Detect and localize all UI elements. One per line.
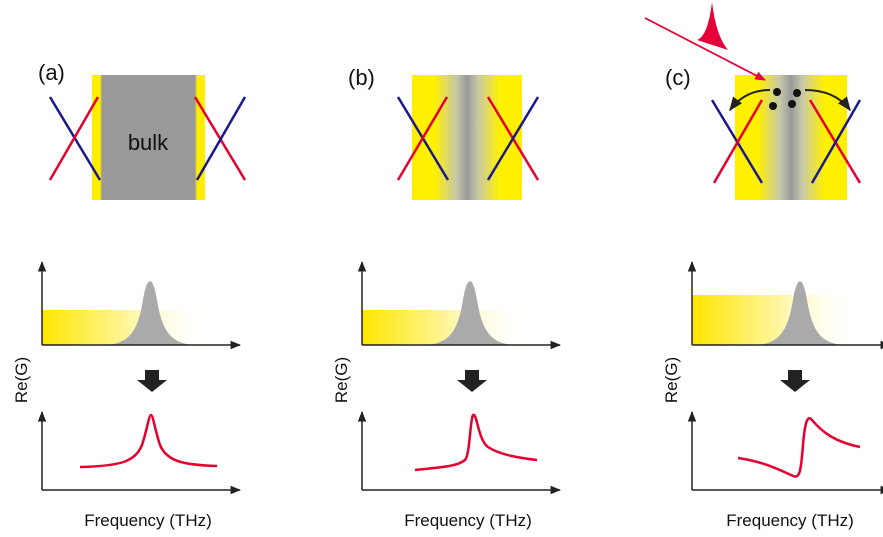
drude <box>692 295 860 345</box>
x-axis-label: Frequency (THz) <box>84 511 212 530</box>
x-axis-label: Frequency (THz) <box>726 511 854 530</box>
slab <box>412 75 522 200</box>
pump-arrow <box>645 18 765 80</box>
response <box>80 415 217 467</box>
y-axis-label: Re(G) <box>332 357 351 403</box>
y-axis-label: Re(G) <box>662 357 681 403</box>
down-arrow <box>137 370 167 392</box>
down-arrow <box>780 370 810 392</box>
carrier <box>788 100 796 108</box>
panel-label: (b) <box>348 65 375 90</box>
x-axis-label: Frequency (THz) <box>404 511 532 530</box>
panel-c-top <box>645 2 860 200</box>
y-axis-label: Re(G) <box>12 357 31 403</box>
figure: (a) bulk (b) (c) <box>0 0 883 537</box>
response <box>738 418 860 476</box>
carrier <box>769 102 777 110</box>
pulse <box>697 2 728 50</box>
plot-c <box>692 262 883 490</box>
carrier <box>793 89 801 97</box>
carrier <box>773 88 781 96</box>
response <box>415 415 537 470</box>
plot-b <box>362 262 560 490</box>
panel-label: (c) <box>665 65 691 90</box>
panel-label: (a) <box>38 60 65 85</box>
plot-a <box>42 262 240 490</box>
bulk-label: bulk <box>128 130 169 155</box>
panel-b-top <box>398 75 538 200</box>
down-arrow <box>457 370 487 392</box>
